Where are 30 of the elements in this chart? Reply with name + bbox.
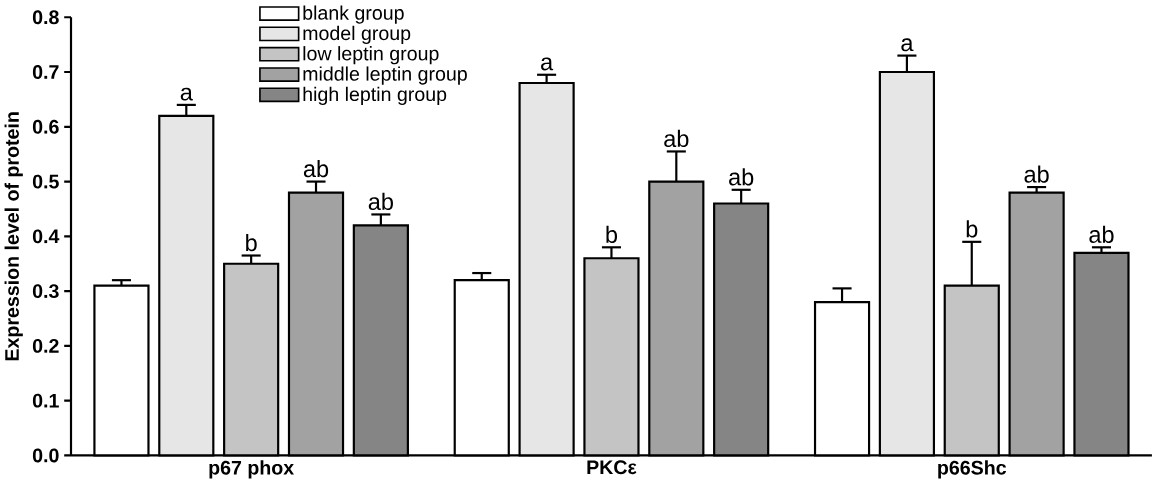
data-label: ab <box>1089 225 1114 243</box>
legend-label: high leptin group <box>303 86 447 105</box>
data-label: b <box>606 225 618 243</box>
y-tick-label: 0.4 <box>32 229 60 244</box>
x-tick-label: p67 phox <box>209 460 295 479</box>
data-label: ab <box>729 168 754 186</box>
legend-label: blank group <box>303 5 404 24</box>
legend-label: middle leptin group <box>303 66 467 85</box>
y-tick-label: 0.0 <box>32 448 59 463</box>
data-label: a <box>180 87 193 101</box>
y-tick-label: 0.6 <box>32 119 59 134</box>
y-tick-label: 0.7 <box>32 65 59 79</box>
data-label: a <box>901 38 914 52</box>
x-tick-label: PKCε <box>587 460 637 475</box>
y-axis-title: Expression level of protein <box>4 112 23 361</box>
data-label: ab <box>1024 165 1049 183</box>
data-label: b <box>246 233 257 252</box>
y-tick-label: 0.3 <box>32 284 59 299</box>
data-label: ab <box>368 192 393 211</box>
y-tick-label: 0.5 <box>32 174 59 189</box>
y-tick-label: 0.2 <box>32 338 59 353</box>
y-tick-label: 0.1 <box>32 393 59 408</box>
y-tick-label: 0.8 <box>32 10 59 25</box>
legend-label: low leptin group <box>303 46 439 65</box>
legend-label: model group <box>303 25 411 45</box>
data-label: ab <box>664 129 689 148</box>
data-label: a <box>541 57 554 71</box>
data-label: b <box>966 220 978 238</box>
data-label: ab <box>303 159 329 178</box>
x-tick-label: p66Shc <box>938 460 1007 479</box>
